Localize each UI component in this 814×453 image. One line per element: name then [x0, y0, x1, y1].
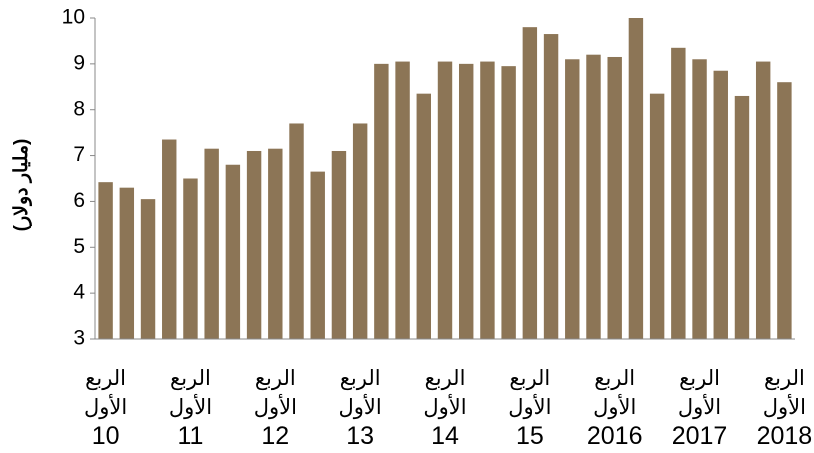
bar	[289, 123, 304, 339]
bar	[522, 27, 538, 340]
bar	[225, 164, 241, 339]
y-tick-label: 4	[73, 281, 85, 304]
y-tick-label: 5	[73, 235, 85, 258]
bar	[331, 150, 347, 339]
bar	[352, 123, 368, 339]
x-tick-label: الربع الأول 2018	[757, 367, 813, 450]
bar	[607, 56, 622, 339]
x-tick-label: الربع الأول 2016	[587, 367, 643, 450]
bar	[98, 182, 113, 339]
bar	[628, 18, 644, 339]
y-tick-label: 8	[73, 97, 85, 120]
x-tick-label: الربع الأول 14	[423, 367, 466, 450]
bar	[162, 139, 177, 339]
bar	[140, 199, 156, 339]
bar	[246, 150, 262, 339]
bar	[755, 61, 771, 340]
y-tick-label: 7	[73, 143, 85, 166]
y-tick-label: 3	[73, 327, 85, 350]
bar	[692, 59, 707, 340]
bar	[183, 178, 198, 339]
x-tick-label: الربع الأول 2017	[672, 367, 728, 450]
bar	[395, 61, 410, 340]
bar	[671, 47, 686, 340]
bar	[310, 171, 325, 339]
bar	[586, 54, 601, 339]
bar	[437, 61, 453, 340]
bar	[501, 66, 516, 340]
x-tick-label: الربع الأول 10	[84, 367, 127, 450]
y-tick-label: 6	[73, 189, 85, 212]
bar	[777, 82, 792, 339]
bar	[204, 148, 219, 339]
x-tick-label: الربع الأول 11	[169, 367, 212, 450]
bar	[649, 93, 665, 340]
bar	[543, 34, 559, 340]
x-tick-label: الربع الأول 15	[508, 367, 551, 450]
y-axis-label: (مليار دولار)	[11, 139, 32, 232]
bar	[459, 63, 474, 339]
bar	[119, 187, 135, 339]
bar	[374, 63, 389, 339]
bar	[565, 59, 580, 340]
x-tick-label: الربع الأول 13	[339, 367, 382, 450]
y-tick-label: 9	[73, 51, 85, 74]
bar	[713, 70, 728, 339]
bar	[480, 61, 495, 340]
y-tick-label: 10	[62, 6, 85, 29]
bar	[416, 93, 431, 340]
x-tick-label: الربع الأول 12	[254, 367, 297, 450]
bar	[734, 95, 750, 339]
bar	[268, 148, 283, 339]
